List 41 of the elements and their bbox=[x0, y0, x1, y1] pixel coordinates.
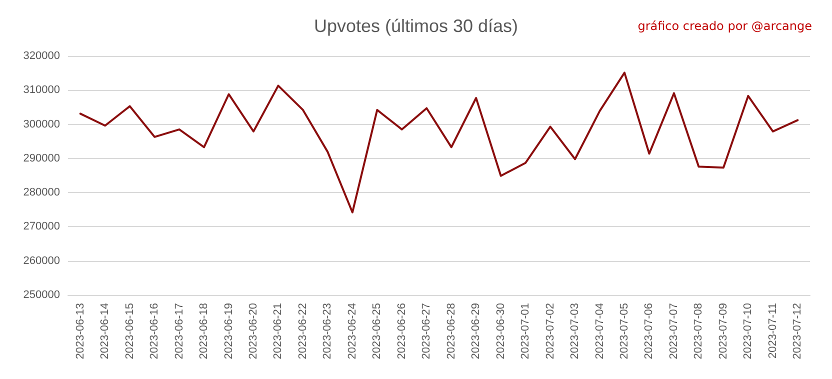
x-tick-label: 2023-06-27 bbox=[420, 303, 433, 360]
line-series bbox=[79, 72, 799, 214]
x-tick-label: 2023-06-17 bbox=[173, 303, 186, 360]
x-tick-label: 2023-07-04 bbox=[594, 303, 606, 360]
x-tick-label: 2023-06-28 bbox=[445, 303, 458, 360]
x-tick-label: 2023-07-11 bbox=[766, 303, 779, 358]
x-tick-label: 2023-06-13 bbox=[74, 303, 86, 360]
y-tick-label: 280000 bbox=[23, 186, 60, 199]
x-tick-label: 2023-06-23 bbox=[322, 303, 334, 360]
x-tick-label: 2023-06-24 bbox=[346, 303, 358, 360]
x-tick-label: 2023-07-08 bbox=[692, 303, 705, 360]
x-tick-label: 2023-06-20 bbox=[248, 303, 260, 360]
y-tick-label: 310000 bbox=[23, 84, 60, 96]
x-tick-label: 2023-06-16 bbox=[148, 303, 161, 360]
x-tick-label: 2023-06-18 bbox=[198, 303, 210, 360]
x-tick-label: 2023-06-19 bbox=[222, 303, 235, 360]
x-tick-label: 2023-07-12 bbox=[792, 303, 804, 360]
y-tick-label: 290000 bbox=[23, 152, 60, 164]
y-tick-label: 300000 bbox=[23, 118, 60, 130]
x-tick-label: 2023-06-22 bbox=[296, 303, 309, 360]
x-tick-label: 2023-06-29 bbox=[470, 303, 482, 360]
x-tick-label: 2023-06-30 bbox=[494, 303, 507, 360]
x-tick-label: 2023-07-02 bbox=[544, 303, 556, 360]
x-tick-label: 2023-06-21 bbox=[272, 303, 284, 360]
x-tick-label: 2023-07-07 bbox=[668, 303, 680, 360]
x-tick-label: 2023-06-14 bbox=[99, 303, 112, 360]
x-tick-label: 2023-06-25 bbox=[371, 303, 384, 360]
y-tick-label: 320000 bbox=[23, 50, 60, 62]
y-tick-label: 250000 bbox=[23, 289, 60, 301]
y-tick-label: 270000 bbox=[23, 220, 60, 233]
x-tick-label: 2023-06-15 bbox=[124, 303, 136, 360]
text: gráfico creado por @arcange bbox=[638, 19, 812, 33]
x-tick-label: 2023-07-06 bbox=[643, 303, 656, 360]
x-tick-label: 2023-06-26 bbox=[396, 303, 408, 360]
x-tick-label: 2023-07-05 bbox=[618, 303, 630, 360]
x-tick-label: 2023-07-10 bbox=[742, 303, 754, 360]
chart-title: Upvotes (últimos 30 días) bbox=[314, 16, 518, 36]
x-tick-label: 2023-07-01 bbox=[520, 303, 532, 360]
x-tick-label: 2023-07-03 bbox=[569, 303, 582, 360]
y-tick-label: 260000 bbox=[23, 254, 60, 267]
x-tick-label: 2023-07-09 bbox=[717, 303, 730, 360]
